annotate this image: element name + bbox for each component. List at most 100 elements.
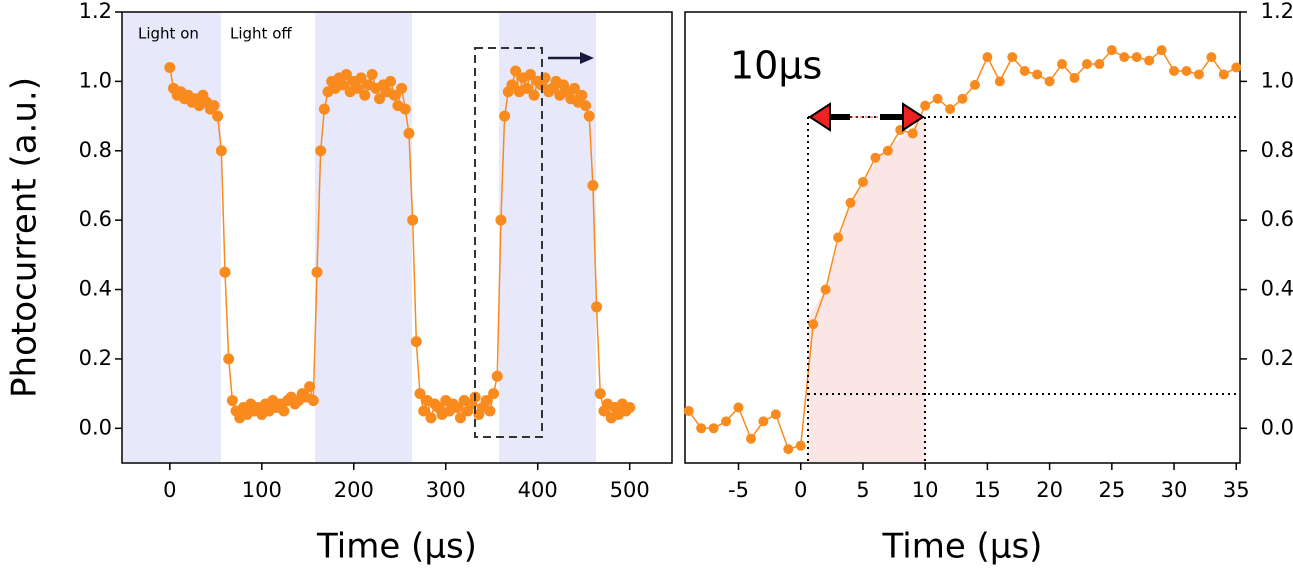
data-point [399, 103, 411, 115]
data-point [164, 62, 176, 74]
data-point [1032, 69, 1043, 80]
y-tick-label: 0.8 [1261, 138, 1293, 162]
data-point [1181, 65, 1192, 76]
data-point [1069, 72, 1080, 83]
data-point [569, 82, 581, 94]
data-point [733, 402, 744, 413]
data-point [307, 395, 319, 407]
x-tick-label: 30 [1161, 478, 1188, 502]
x-tick-label: 10 [912, 478, 939, 502]
x-tick-label: 15 [974, 478, 1001, 502]
rise-region [808, 117, 925, 462]
data-point [451, 401, 463, 413]
x-tick-label: 400 [518, 478, 558, 502]
data-point [351, 82, 363, 94]
data-point [1231, 62, 1242, 73]
data-point [920, 100, 931, 111]
data-point [355, 72, 367, 84]
data-point [366, 68, 378, 80]
data-point [857, 176, 868, 187]
data-point [311, 266, 323, 278]
data-point [414, 388, 426, 400]
data-point [1007, 52, 1018, 63]
annotation: 10µs [730, 44, 822, 88]
data-point [907, 128, 918, 139]
data-point [491, 370, 503, 382]
x-axis-label: Time (µs) [882, 527, 1043, 567]
data-point [1206, 52, 1217, 63]
data-point [708, 423, 719, 434]
data-point [407, 214, 419, 226]
data-point [1144, 55, 1155, 66]
y-tick-label: 0.8 [79, 138, 112, 162]
x-tick-label: -5 [728, 478, 749, 502]
data-point [528, 89, 540, 101]
data-point [318, 103, 330, 115]
data-point [388, 89, 400, 101]
y-tick-label: 0.6 [79, 207, 112, 231]
data-point [1019, 65, 1030, 76]
axes-frame [121, 11, 673, 464]
data-point [683, 405, 694, 416]
data-point [745, 433, 756, 444]
data-point [410, 336, 422, 348]
data-point [385, 75, 397, 87]
data-point [425, 412, 437, 424]
data-point [418, 405, 430, 417]
data-point [403, 127, 415, 139]
y-tick-label: 1.0 [1261, 68, 1293, 92]
x-tick-label: 500 [610, 478, 650, 502]
data-point [808, 319, 819, 330]
data-point [212, 110, 224, 122]
data-point [480, 395, 492, 407]
y-tick-label: 1.2 [1261, 0, 1293, 23]
data-point [969, 79, 980, 90]
data-point [506, 79, 518, 91]
data-point [1193, 69, 1204, 80]
data-point [340, 68, 352, 80]
data-point [499, 110, 511, 122]
arrow-head [580, 52, 594, 64]
data-point [594, 388, 606, 400]
data-point [957, 93, 968, 104]
x-tick-label: 200 [334, 478, 374, 502]
data-point [454, 412, 466, 424]
data-point [580, 100, 592, 112]
data-point [337, 79, 349, 91]
y-tick-label: 0.4 [1261, 277, 1293, 301]
x-tick-label: 5 [856, 478, 869, 502]
data-point [1081, 59, 1092, 70]
data-point [932, 93, 943, 104]
data-point [783, 444, 794, 455]
data-point [1218, 69, 1229, 80]
data-point [510, 65, 522, 77]
x-tick-label: 100 [242, 478, 282, 502]
x-tick-label: 25 [1098, 478, 1125, 502]
data-point [820, 284, 831, 295]
data-point [495, 214, 507, 226]
arrow-head [808, 102, 831, 132]
data-point [1106, 45, 1117, 56]
data-point [219, 266, 231, 278]
data-point [1094, 59, 1105, 70]
arrow-head [902, 102, 925, 132]
data-point [304, 381, 316, 393]
data-point [1119, 52, 1130, 63]
y-tick-label: 0.2 [79, 346, 112, 370]
series-line [688, 49, 1237, 451]
data-point [524, 68, 536, 80]
data-point [359, 89, 371, 101]
data-point [226, 395, 238, 407]
data-point [583, 110, 595, 122]
data-point [758, 416, 769, 427]
data-point [945, 104, 956, 115]
data-point [1057, 59, 1068, 70]
data-point [624, 401, 636, 413]
data-point [591, 301, 603, 313]
y-tick-label: 0.2 [1261, 346, 1293, 370]
data-point [721, 416, 732, 427]
data-point [1044, 76, 1055, 87]
data-point [396, 82, 408, 94]
data-point [870, 152, 881, 163]
